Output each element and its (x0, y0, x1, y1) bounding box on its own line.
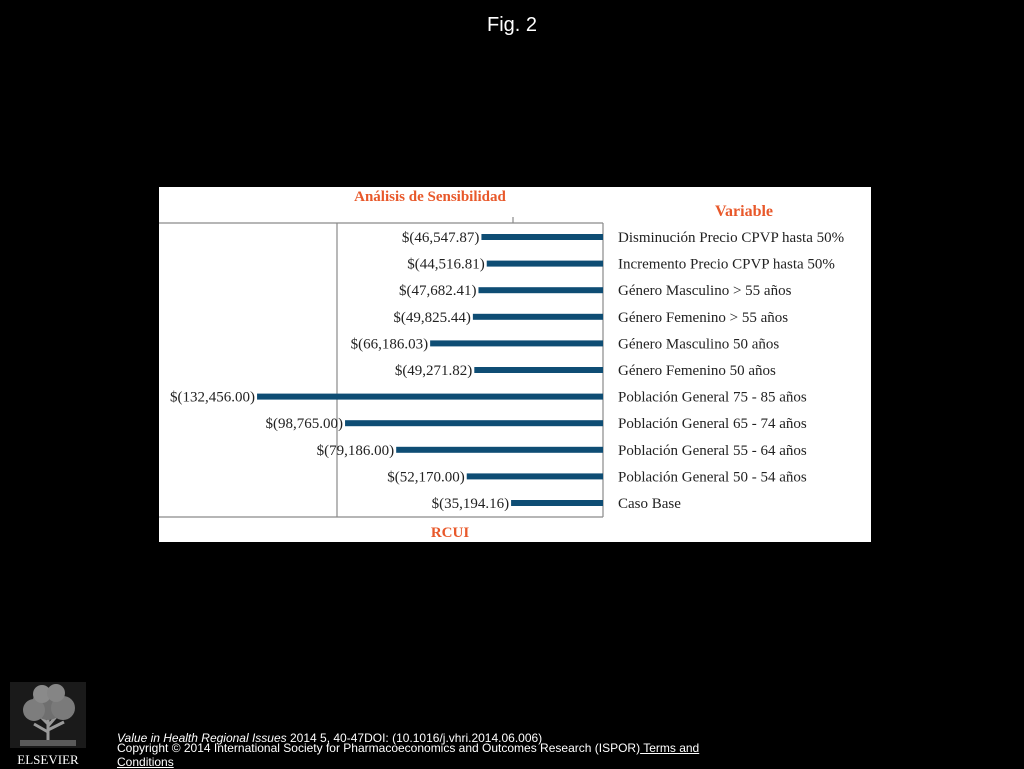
bar-1 (481, 234, 603, 240)
value-label-4: $(49,825.44) (393, 310, 471, 326)
chart-title: Análisis de Sensibilidad (354, 189, 506, 205)
bar-2 (486, 260, 603, 267)
legend-title: Variable (715, 203, 773, 220)
bar-4 (472, 313, 603, 320)
category-label-1: Disminución Precio CPVP hasta 50% (618, 230, 844, 246)
value-label-11: $(35,194.16) (432, 496, 510, 512)
value-label-2: $(44,516.81) (407, 257, 485, 273)
bar-11 (511, 500, 603, 506)
category-label-2: Incremento Precio CPVP hasta 50% (618, 257, 835, 273)
doi-citation: 2014 5, 40-47DOI: (10.1016/j.vhri.2014.0… (286, 731, 543, 745)
sensitivity-chart: Análisis de Sensibilidad Variable $(46,5… (159, 189, 844, 541)
bar-5 (430, 340, 603, 347)
value-label-7: $(132,456.00) (170, 390, 255, 406)
chart-panel: Análisis de Sensibilidad Variable $(46,5… (159, 187, 871, 542)
value-label-1: $(46,547.87) (402, 230, 480, 246)
x-axis-label: RCUI (431, 525, 469, 541)
value-label-6: $(49,271.82) (395, 363, 473, 379)
value-label-3: $(47,682.41) (399, 283, 477, 299)
value-label-9: $(79,186.00) (317, 443, 395, 459)
category-label-3: Género Masculino > 55 años (618, 283, 792, 299)
value-labels: $(46,547.87) $(44,516.81) $(47,682.41) $(49… (170, 230, 509, 512)
copyright-notice: Copyright © 2014 International Society f… (117, 741, 737, 769)
bars (257, 234, 603, 506)
elsevier-tree-icon: ELSEVIER (10, 682, 86, 767)
category-label-4: Género Femenino > 55 años (618, 310, 788, 326)
bar-8 (345, 420, 603, 427)
bar-3 (478, 287, 603, 294)
category-label-11: Caso Base (618, 496, 681, 512)
copyright-text: Copyright © 2014 International Society f… (117, 741, 641, 755)
category-labels: Disminución Precio CPVP hasta 50% Increme… (618, 230, 844, 512)
bar-10 (466, 473, 603, 480)
value-label-8: $(98,765.00) (266, 416, 344, 432)
bar-9 (396, 446, 603, 453)
category-label-7: Población General 75 - 85 años (618, 390, 807, 406)
category-label-9: Población General 55 - 64 años (618, 443, 807, 459)
terms-link[interactable]: Terms and Conditions (117, 741, 700, 769)
plot-frame (159, 217, 604, 518)
category-label-6: Género Femenino 50 años (618, 363, 776, 379)
figure-title: Fig. 2 (486, 14, 538, 36)
publisher-name: ELSEVIER (17, 752, 79, 767)
elsevier-logo: ELSEVIER (8, 680, 88, 768)
value-label-10: $(52,170.00) (387, 469, 465, 485)
category-label-5: Género Masculino 50 años (618, 336, 779, 352)
citation: Value in Health Regional Issues 2014 5, … (117, 731, 737, 745)
category-label-10: Población General 50 - 54 años (618, 469, 807, 485)
journal-name: Value in Health Regional Issues (117, 731, 287, 745)
category-label-8: Población General 65 - 74 años (618, 416, 807, 432)
bar-6 (474, 367, 603, 373)
value-label-5: $(66,186.03) (351, 336, 429, 352)
bar-7 (257, 393, 603, 400)
